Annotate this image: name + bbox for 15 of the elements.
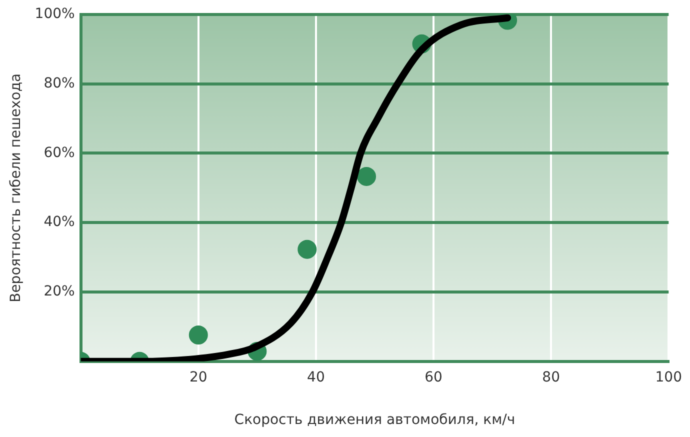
y-tick-label: 100%	[34, 6, 75, 22]
x-tick-label: 60	[424, 369, 442, 386]
y-tick-label: 40%	[44, 214, 75, 230]
x-tick-label: 20	[189, 369, 208, 386]
x-axis-title: Скорость движения автомобиля, км/ч	[234, 412, 516, 428]
y-tick-label: 60%	[44, 144, 75, 161]
y-tick-label: 80%	[44, 75, 75, 92]
x-tick-label: 80	[542, 369, 560, 386]
x-tick-label: 40	[307, 369, 325, 386]
y-tick-label: 20%	[44, 284, 75, 300]
point	[188, 326, 208, 345]
x-tick-label: 100	[655, 369, 682, 386]
point	[357, 166, 376, 186]
point	[298, 240, 317, 259]
y-axis-title: Вероятность гибели пешехода	[8, 73, 24, 302]
